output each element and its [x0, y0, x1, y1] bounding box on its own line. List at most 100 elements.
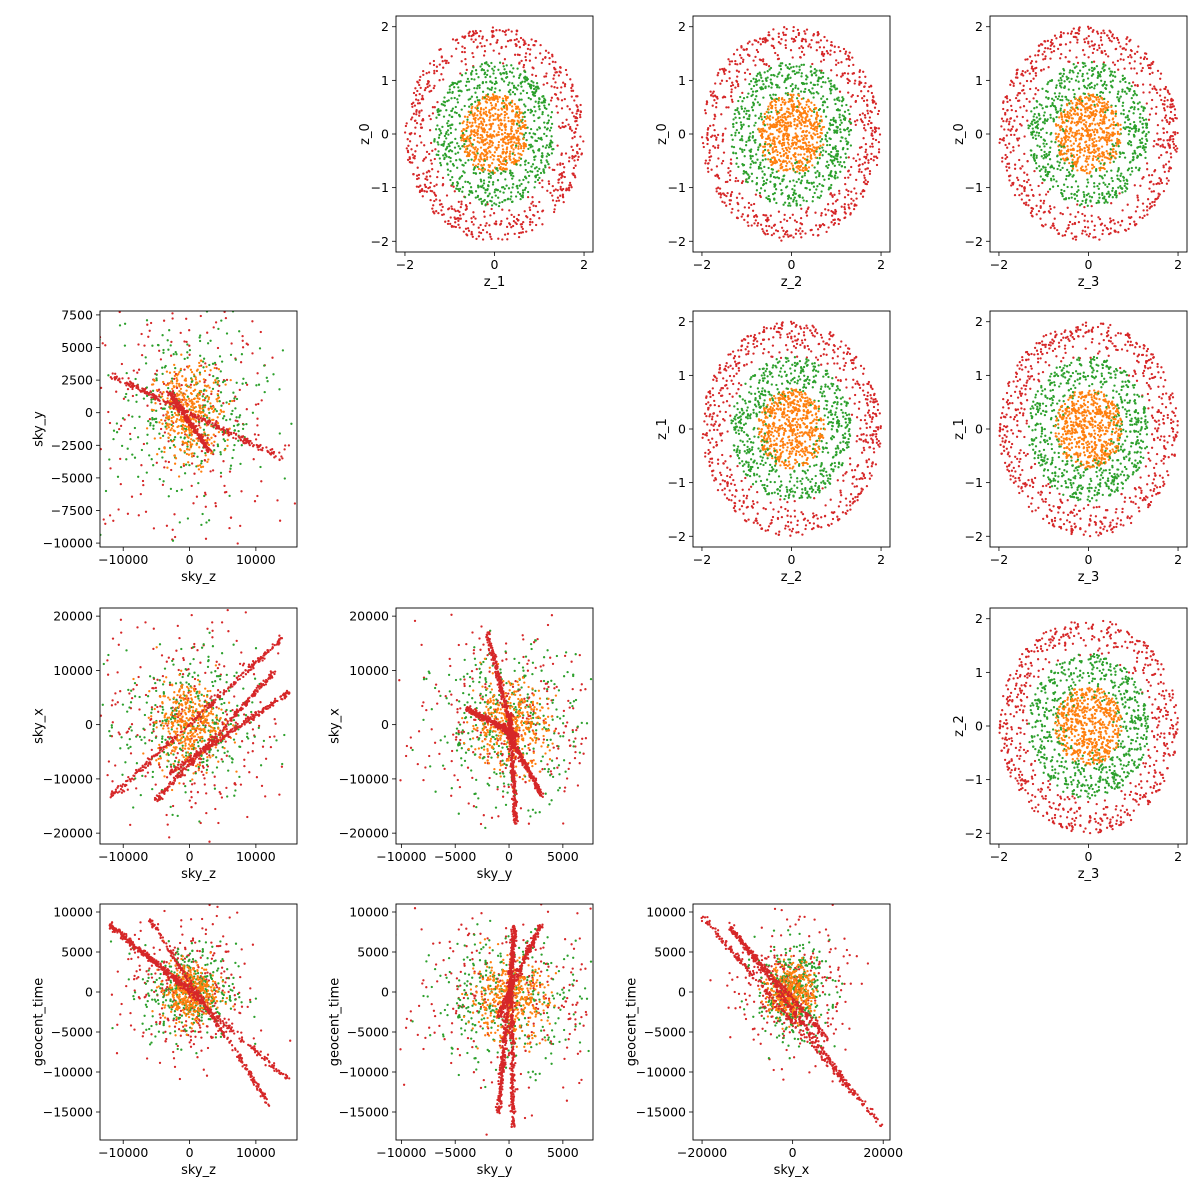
- point-inner: [779, 103, 783, 107]
- point-outer: [432, 210, 435, 213]
- point-outer: [485, 39, 488, 42]
- point-inner: [510, 137, 513, 141]
- point-outer: [560, 107, 564, 110]
- point-inner: [813, 103, 816, 107]
- point-outer: [1113, 229, 1117, 232]
- point-outer: [1011, 181, 1014, 185]
- point-middle: [514, 86, 517, 89]
- point-middle: [734, 116, 737, 119]
- point-inner: [485, 98, 489, 101]
- x-tick-label: 0: [788, 257, 796, 272]
- point-inner: [501, 148, 505, 151]
- point-outer: [541, 185, 544, 189]
- point-outer: [837, 222, 840, 226]
- point-middle: [487, 184, 490, 188]
- point-inner: [493, 171, 496, 174]
- point-outer: [419, 184, 422, 187]
- point-outer: [571, 83, 574, 86]
- point-inner: [814, 156, 817, 159]
- point-inner: [795, 147, 798, 150]
- point-middle: [843, 129, 847, 132]
- point-outer: [435, 65, 439, 68]
- point-inner: [465, 127, 468, 130]
- point-middle: [1049, 146, 1052, 149]
- point-middle: [737, 99, 740, 103]
- x-tick-label: 2: [877, 257, 885, 272]
- point-outer: [474, 32, 477, 35]
- point-inner: [1106, 100, 1110, 104]
- point-middle: [533, 155, 536, 159]
- point-outer: [1141, 202, 1145, 205]
- point-middle: [461, 190, 464, 193]
- point-outer: [1002, 119, 1005, 123]
- point-inner: [518, 138, 521, 141]
- point-middle: [809, 65, 812, 68]
- point-middle: [468, 105, 471, 108]
- point-middle: [505, 184, 508, 187]
- point-outer: [1074, 215, 1077, 218]
- point-outer: [864, 182, 867, 185]
- point-outer: [418, 110, 421, 113]
- point-middle: [1145, 133, 1148, 136]
- point-middle: [1144, 146, 1147, 149]
- point-outer: [792, 29, 795, 33]
- point-inner: [806, 110, 810, 113]
- point-outer: [554, 204, 557, 207]
- point-middle: [830, 85, 833, 88]
- point-inner: [479, 110, 482, 113]
- point-middle: [461, 132, 465, 135]
- point-inner: [784, 146, 788, 150]
- point-outer: [849, 173, 852, 176]
- point-inner: [791, 99, 794, 103]
- point-middle: [846, 147, 849, 151]
- point-middle: [547, 146, 551, 149]
- point-middle: [442, 154, 445, 157]
- point-outer: [553, 208, 556, 211]
- point-outer: [1148, 91, 1151, 94]
- point-middle: [1135, 93, 1138, 97]
- point-outer: [719, 196, 722, 199]
- point-outer: [1167, 179, 1170, 182]
- point-middle: [815, 74, 818, 77]
- point-middle: [1060, 188, 1063, 192]
- point-middle: [742, 116, 746, 119]
- point-inner: [774, 103, 777, 107]
- point-middle: [1075, 194, 1079, 197]
- point-middle: [754, 80, 758, 83]
- point-outer: [570, 145, 573, 148]
- point-inner: [522, 147, 526, 150]
- point-outer: [1008, 98, 1012, 102]
- point-middle: [1144, 150, 1147, 154]
- point-outer: [477, 226, 480, 229]
- point-middle: [509, 88, 512, 92]
- point-middle: [1132, 94, 1135, 97]
- point-outer: [746, 221, 749, 224]
- point-middle: [499, 190, 502, 193]
- point-middle: [476, 165, 479, 169]
- point-inner: [793, 136, 796, 139]
- point-outer: [758, 194, 762, 197]
- point-middle: [839, 119, 842, 122]
- point-middle: [771, 83, 774, 86]
- point-inner: [807, 141, 811, 144]
- point-middle: [1119, 179, 1122, 183]
- point-middle: [833, 84, 836, 87]
- point-inner: [495, 134, 499, 137]
- point-outer: [1068, 220, 1072, 224]
- point-middle: [805, 82, 808, 85]
- point-middle: [840, 164, 844, 168]
- point-outer: [422, 159, 425, 162]
- point-middle: [1067, 88, 1070, 91]
- point-middle: [782, 203, 785, 206]
- point-outer: [878, 133, 882, 136]
- point-middle: [776, 110, 779, 113]
- point-middle: [735, 121, 738, 125]
- point-outer: [1151, 201, 1154, 204]
- point-outer: [559, 188, 563, 191]
- point-inner: [799, 146, 802, 149]
- point-inner: [501, 97, 505, 100]
- point-outer: [528, 206, 531, 209]
- point-outer: [1034, 54, 1037, 57]
- point-inner: [489, 145, 492, 148]
- point-outer: [524, 59, 528, 62]
